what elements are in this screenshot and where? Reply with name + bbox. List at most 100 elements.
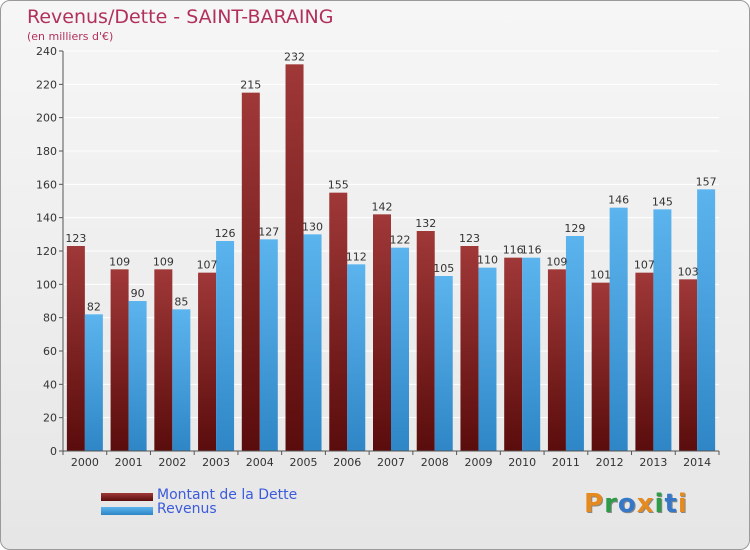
x-tick-label: 2014 [683, 456, 711, 469]
x-tick-label: 2005 [290, 456, 318, 469]
legend-label-revenus: Revenus [157, 501, 217, 517]
data-label-revenus: 126 [215, 227, 236, 240]
chart-title: Revenus/Dette - SAINT-BARAING [27, 6, 334, 28]
y-tick-label: 80 [43, 312, 57, 325]
x-tick-label: 2011 [552, 456, 580, 469]
data-label-revenus: 116 [521, 244, 542, 257]
bar-debt [679, 279, 698, 451]
bar-revenus [434, 276, 453, 451]
chart-subtitle: (en milliers d'€) [27, 30, 114, 43]
y-tick-label: 160 [36, 178, 57, 191]
data-label-debt: 232 [284, 50, 305, 63]
bar-debt [329, 192, 348, 451]
legend-swatch-revenus [101, 507, 153, 515]
bar-debt [504, 257, 523, 451]
data-label-debt: 215 [240, 79, 261, 92]
bar-revenus [697, 189, 716, 452]
data-label-debt: 103 [678, 265, 699, 278]
bar-revenus [216, 241, 235, 451]
bar-revenus [565, 236, 584, 451]
data-label-revenus: 105 [433, 262, 454, 275]
bar-revenus [609, 207, 628, 451]
bar-debt [635, 272, 654, 451]
legend-swatch-debt [101, 493, 153, 501]
data-label-revenus: 129 [564, 222, 585, 235]
data-label-debt: 132 [415, 217, 436, 230]
logo-letter: P [584, 489, 605, 519]
bar-debt [285, 64, 304, 452]
bar-debt [198, 272, 217, 451]
data-label-debt: 107 [197, 259, 218, 272]
y-tick-label: 120 [36, 245, 57, 258]
bar-debt [110, 269, 129, 451]
logo-letter: t [664, 489, 678, 519]
y-tick-label: 100 [36, 278, 57, 291]
data-label-revenus: 122 [390, 234, 411, 247]
bar-revenus [128, 301, 147, 451]
y-tick-label: 180 [36, 145, 57, 158]
x-tick-label: 2008 [421, 456, 449, 469]
x-tick-label: 2001 [115, 456, 143, 469]
data-label-revenus: 112 [346, 250, 367, 263]
bar-debt [154, 269, 173, 451]
bar-debt [66, 246, 85, 451]
data-label-debt: 109 [153, 255, 174, 268]
logo-letter: i [677, 489, 688, 519]
data-label-debt: 116 [503, 244, 524, 257]
bar-revenus [172, 309, 191, 451]
data-label-debt: 101 [590, 269, 611, 282]
bar-revenus [347, 264, 366, 451]
y-tick-label: 220 [36, 78, 57, 91]
bar-revenus [478, 267, 497, 451]
bar-debt [460, 246, 479, 451]
y-tick-label: 20 [43, 412, 57, 425]
y-tick-label: 60 [43, 345, 57, 358]
data-label-debt: 109 [109, 255, 130, 268]
bar-revenus [653, 209, 672, 451]
data-label-revenus: 146 [608, 194, 629, 207]
y-tick-label: 0 [50, 445, 57, 458]
bar-debt [547, 269, 566, 451]
x-tick-label: 2009 [464, 456, 492, 469]
y-tick-label: 140 [36, 212, 57, 225]
data-label-debt: 123 [65, 232, 86, 245]
logo-letter: i [654, 489, 665, 519]
data-label-debt: 123 [459, 232, 480, 245]
logo-letter: o [617, 489, 637, 519]
y-tick-label: 200 [36, 112, 57, 125]
y-tick-label: 240 [36, 45, 57, 58]
data-label-revenus: 127 [258, 225, 279, 238]
bar-debt [416, 231, 435, 451]
data-label-revenus: 145 [652, 195, 673, 208]
bar-revenus [303, 234, 322, 451]
bar-debt [373, 214, 391, 451]
x-tick-label: 2010 [508, 456, 536, 469]
data-label-debt: 107 [634, 259, 655, 272]
bar-debt [591, 282, 610, 451]
data-label-debt: 142 [372, 200, 393, 213]
logo-letter: x [636, 489, 655, 519]
x-tick-label: 2012 [596, 456, 624, 469]
logo-letter: r [604, 489, 618, 519]
bar-revenus [259, 239, 278, 451]
data-label-debt: 109 [546, 255, 567, 268]
bar-debt [241, 92, 260, 452]
x-tick-label: 2000 [71, 456, 99, 469]
data-label-revenus: 90 [131, 287, 145, 300]
proxiti-logo: Proxiti [584, 489, 688, 519]
bar-revenus [84, 314, 103, 451]
data-label-revenus: 130 [302, 220, 323, 233]
legend-label-debt: Montant de la Dette [157, 487, 298, 503]
y-tick-label: 40 [43, 378, 57, 391]
bar-revenus [522, 257, 541, 451]
x-tick-label: 2003 [202, 456, 230, 469]
x-tick-label: 2013 [639, 456, 667, 469]
data-label-revenus: 157 [696, 175, 717, 188]
data-label-revenus: 82 [87, 300, 101, 313]
x-tick-label: 2002 [158, 456, 186, 469]
x-tick-label: 2006 [333, 456, 361, 469]
data-label-revenus: 110 [477, 254, 498, 267]
bar-revenus [391, 247, 409, 451]
